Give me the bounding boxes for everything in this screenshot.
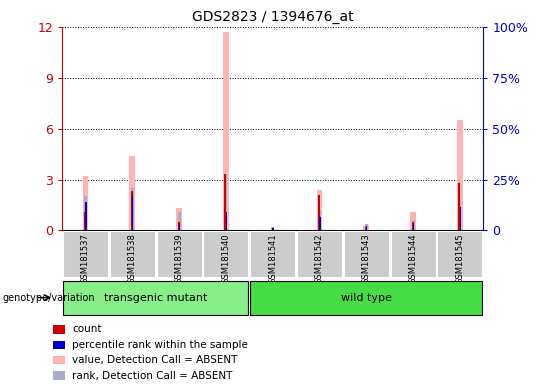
- Text: value, Detection Call = ABSENT: value, Detection Call = ABSENT: [72, 355, 238, 365]
- Bar: [178, 212, 180, 230]
- Bar: [413, 223, 414, 230]
- Bar: [132, 197, 133, 230]
- Bar: [176, 209, 182, 230]
- Title: GDS2823 / 1394676_at: GDS2823 / 1394676_at: [192, 10, 354, 25]
- Bar: [271, 227, 274, 230]
- Bar: [130, 156, 135, 230]
- Bar: [131, 191, 133, 230]
- Bar: [437, 231, 482, 277]
- Bar: [366, 226, 367, 230]
- Bar: [223, 32, 229, 230]
- Bar: [458, 200, 461, 230]
- Bar: [411, 220, 415, 230]
- Bar: [460, 207, 461, 230]
- Bar: [390, 231, 436, 277]
- Bar: [319, 217, 321, 230]
- Bar: [344, 231, 389, 277]
- Bar: [83, 176, 89, 230]
- Bar: [63, 281, 248, 315]
- Bar: [410, 212, 416, 230]
- Bar: [318, 195, 320, 230]
- Bar: [411, 222, 414, 230]
- Bar: [204, 231, 248, 277]
- Bar: [225, 174, 226, 230]
- Bar: [297, 231, 342, 277]
- Bar: [250, 231, 295, 277]
- Bar: [363, 225, 369, 230]
- Bar: [179, 223, 180, 230]
- Text: GSM181538: GSM181538: [128, 233, 137, 284]
- Bar: [131, 188, 134, 230]
- Bar: [273, 228, 274, 230]
- Bar: [365, 227, 367, 230]
- Text: GSM181545: GSM181545: [455, 233, 464, 284]
- Bar: [226, 212, 227, 230]
- Text: wild type: wild type: [341, 293, 392, 303]
- Bar: [316, 190, 322, 230]
- Text: percentile rank within the sample: percentile rank within the sample: [72, 340, 248, 350]
- Text: transgenic mutant: transgenic mutant: [104, 293, 207, 303]
- Bar: [178, 222, 180, 230]
- Bar: [53, 371, 65, 380]
- Bar: [84, 197, 87, 230]
- Bar: [157, 231, 201, 277]
- Bar: [457, 120, 463, 230]
- Bar: [250, 281, 482, 315]
- Text: GSM181544: GSM181544: [409, 233, 417, 284]
- Bar: [84, 212, 86, 230]
- Bar: [458, 183, 461, 230]
- Text: GSM181537: GSM181537: [81, 233, 90, 284]
- Bar: [365, 225, 368, 230]
- Bar: [318, 210, 321, 230]
- Bar: [225, 174, 227, 230]
- Bar: [85, 202, 86, 230]
- Text: genotype/variation: genotype/variation: [3, 293, 96, 303]
- Bar: [53, 325, 65, 334]
- Text: GSM181540: GSM181540: [221, 233, 231, 284]
- Text: GSM181543: GSM181543: [362, 233, 371, 284]
- Bar: [53, 356, 65, 364]
- Text: GSM181539: GSM181539: [174, 233, 184, 284]
- Text: GSM181542: GSM181542: [315, 233, 324, 284]
- Bar: [53, 341, 65, 349]
- Text: count: count: [72, 324, 102, 334]
- Text: GSM181541: GSM181541: [268, 233, 277, 284]
- Bar: [110, 231, 155, 277]
- Text: rank, Detection Call = ABSENT: rank, Detection Call = ABSENT: [72, 371, 233, 381]
- Bar: [63, 231, 108, 277]
